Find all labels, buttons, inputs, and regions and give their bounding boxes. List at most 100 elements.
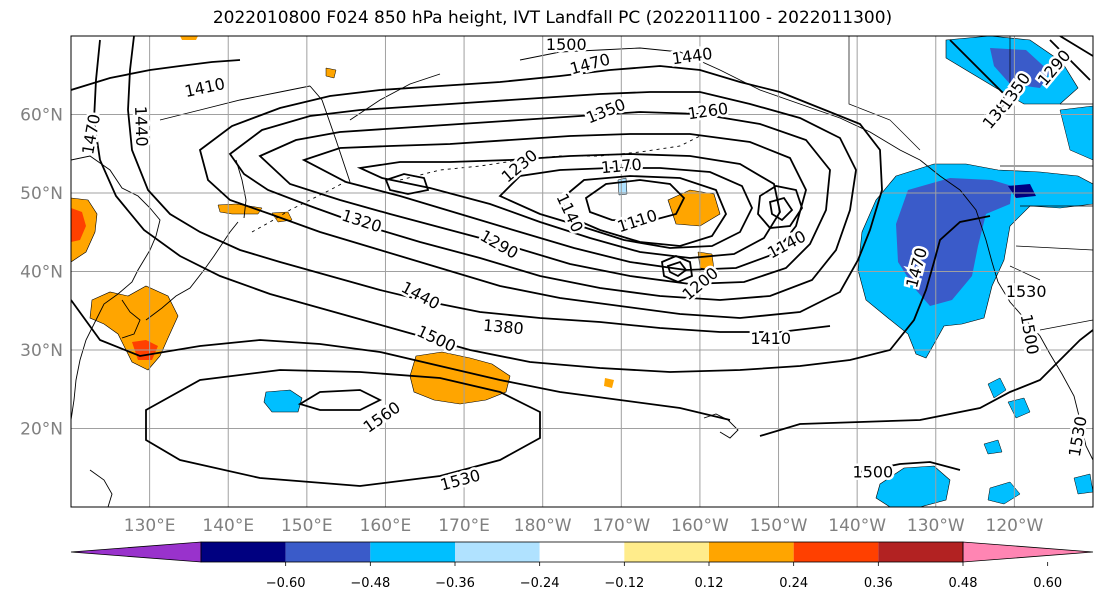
shade-blue-se-3 xyxy=(1007,397,1031,419)
contour-1230-small xyxy=(666,260,688,278)
colorbar-segment-0 xyxy=(201,542,286,562)
lat-tick-label-0: 20°N xyxy=(20,420,63,440)
map-title: 2022010800 F024 850 hPa height, IVT Land… xyxy=(212,8,893,28)
shade-blue-se-5 xyxy=(987,481,1021,505)
coast-okhotsk xyxy=(159,85,311,121)
contour-1140-loop xyxy=(757,185,803,229)
contour-1440-w xyxy=(127,36,831,333)
contour-label-text-1: 1440 xyxy=(131,106,151,147)
shade-blue-se-1 xyxy=(875,465,951,507)
contour-1470-w xyxy=(93,39,991,373)
lat-tick-label-3: 50°N xyxy=(20,184,63,204)
colorbar-segment-5 xyxy=(624,542,709,562)
contour-label-text-17: 1380 xyxy=(482,316,524,338)
shade-blue-small xyxy=(263,389,303,413)
shade-blue-se-2 xyxy=(987,377,1007,399)
shade-darkblue-northeast xyxy=(990,48,1050,88)
contour-label-1: 1440 xyxy=(129,103,154,149)
contour-1170-loop xyxy=(584,179,686,223)
colorbar-segment-3 xyxy=(455,542,540,562)
contour-1200 xyxy=(558,175,728,247)
ivt-shading xyxy=(71,36,1093,507)
borders xyxy=(848,36,1093,331)
contour-1320 xyxy=(258,111,831,285)
coast-kamchatka xyxy=(309,85,351,183)
colorbar-outline xyxy=(200,541,964,563)
contour-label-3: 1500 xyxy=(543,35,589,56)
contour-1380 xyxy=(198,65,883,319)
coast-philippines xyxy=(89,469,113,507)
contour-1380-ne xyxy=(949,39,1011,101)
contour-1500-e xyxy=(859,461,961,473)
colorbar-tick-label-0: −0.60 xyxy=(266,576,306,591)
lon-tick-label-10: 130°W xyxy=(907,516,965,536)
colorbar-segment-1 xyxy=(285,542,371,562)
border-alaska-canada xyxy=(848,36,921,151)
lat-tick-label-2: 40°N xyxy=(20,263,63,283)
lat-lon-grid xyxy=(71,36,1093,507)
contour-1260 xyxy=(356,153,781,259)
colorbar-tick-label-4: −0.12 xyxy=(604,576,644,591)
lat-tick-label-4: 60°N xyxy=(20,106,63,126)
longitude-tick-labels: 130°E 140°E 150°E 160°E 170°E 180°W 170°W 160°W… xyxy=(124,516,1044,536)
lon-tick-label-1: 140°E xyxy=(202,516,254,536)
lon-tick-label-11: 120°W xyxy=(986,516,1044,536)
border-state-2 xyxy=(1015,245,1093,251)
contour-1530-e xyxy=(759,329,1093,437)
contour-label-25: 1500 xyxy=(850,460,896,484)
lon-tick-label-6: 170°W xyxy=(592,516,650,536)
contour-1320-ne xyxy=(1049,39,1091,81)
contour-1290-ne xyxy=(1059,36,1093,57)
shade-blue-se-6 xyxy=(1073,473,1093,495)
colorbar-segment-2 xyxy=(370,542,455,562)
coast-hawaii xyxy=(703,413,739,439)
contour-1320-loop xyxy=(384,173,430,195)
contour-1200-small xyxy=(661,255,693,283)
shade-orange-dot xyxy=(604,378,614,388)
shade-blue-se-4 xyxy=(983,439,1003,455)
colorbar-segment-8 xyxy=(878,542,963,562)
colorbar-segment-6 xyxy=(709,542,794,562)
lat-tick-label-1: 30°N xyxy=(20,341,63,361)
colorbar-tick-label-5: 0.12 xyxy=(695,576,724,591)
colorbar xyxy=(70,541,1094,563)
colorbar-tick-label-7: 0.36 xyxy=(864,576,893,591)
shade-orange-low-1 xyxy=(667,189,721,227)
colorbar-tick-label-6: 0.24 xyxy=(779,576,808,591)
map-frame xyxy=(70,35,1094,508)
contour-1410-nw xyxy=(71,59,241,91)
shade-lightblue-low xyxy=(617,177,628,196)
contour-label-text-3: 1500 xyxy=(546,35,587,54)
shade-orange-small-3 xyxy=(325,67,337,79)
height-contours xyxy=(71,36,1093,487)
coast-asia xyxy=(71,155,161,421)
shade-orange-small-4 xyxy=(180,36,198,40)
shade-darkblue-westcoast xyxy=(896,178,1012,306)
shade-blue-east-edge xyxy=(1059,105,1093,161)
contour-label-text-21: 1530 xyxy=(1006,282,1047,301)
lon-tick-label-0: 130°E xyxy=(124,516,176,536)
lon-tick-label-3: 160°E xyxy=(360,516,412,536)
shade-red-west-edge xyxy=(71,208,86,242)
colorbar-tick-label-2: −0.36 xyxy=(435,576,475,591)
coast-na-west xyxy=(919,159,1093,461)
border-us-mexico xyxy=(1039,319,1093,331)
contour-1560-loop xyxy=(297,389,383,411)
colorbar-segment-7 xyxy=(793,542,879,562)
contour-label-9: 1170 xyxy=(598,152,645,179)
colorbar-extend-low xyxy=(70,541,202,563)
contour-label-text-25: 1500 xyxy=(853,463,894,482)
contour-label-21: 1530 xyxy=(1003,280,1049,304)
contour-1500-w xyxy=(71,299,731,421)
contour-1230 xyxy=(498,167,753,249)
contour-label-text-19: 1410 xyxy=(750,329,791,348)
lon-tick-label-8: 150°W xyxy=(750,516,808,536)
coast-kurils xyxy=(251,181,346,233)
colorbar-extend-high xyxy=(962,541,1094,563)
coast-japan xyxy=(145,221,239,321)
contour-label-19: 1410 xyxy=(748,327,794,351)
contour-label-17: 1380 xyxy=(480,313,527,340)
lon-tick-label-7: 160°W xyxy=(671,516,729,536)
latitude-tick-labels: 20°N 30°N 40°N 50°N 60°N xyxy=(20,106,63,440)
